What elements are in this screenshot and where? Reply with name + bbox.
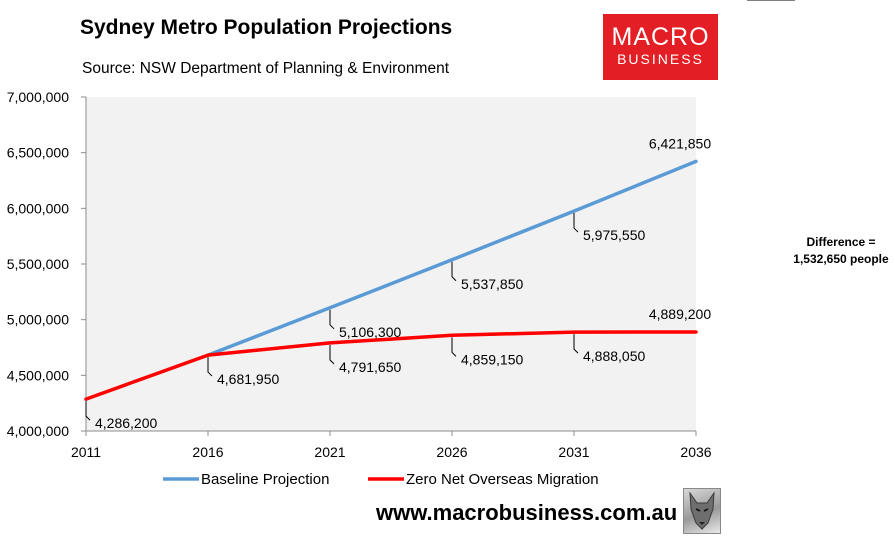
wolf-icon — [683, 488, 721, 534]
axes: 4,000,000 4,500,000 5,000,000 5,500,000 6,00… — [7, 89, 712, 460]
y-tick-label: 6,500,000 — [7, 145, 69, 161]
y-tick-label: 4,500,000 — [7, 367, 69, 383]
leader-line — [85, 401, 91, 421]
x-tick-label: 2036 — [680, 444, 711, 460]
plot-area — [86, 97, 696, 431]
website-url[interactable]: www.macrobusiness.com.au — [376, 500, 678, 525]
leader-line — [329, 309, 335, 330]
legend-label-zero-nom: Zero Net Overseas Migration — [406, 471, 599, 488]
data-label: 4,859,150 — [461, 351, 523, 367]
data-label: 4,681,950 — [217, 371, 279, 387]
leader-line — [573, 213, 579, 233]
leader-line — [451, 337, 457, 357]
difference-brace: Difference = 1,532,650 people — [747, 0, 889, 266]
y-tick-label: 7,000,000 — [7, 89, 69, 105]
chart-title: Sydney Metro Population Projections — [80, 16, 453, 39]
y-tick-label: 4,000,000 — [7, 423, 69, 439]
data-label: 5,537,850 — [461, 276, 523, 292]
y-tick-label: 5,000,000 — [7, 312, 69, 328]
legend: Baseline Projection Zero Net Overseas Mig… — [163, 471, 599, 488]
annotation-line-1: Difference = — [806, 235, 875, 249]
y-tick-label: 5,500,000 — [7, 256, 69, 272]
logo-line-1: MACRO — [611, 23, 710, 51]
x-tick-label: 2021 — [314, 444, 345, 460]
data-labels: 5,106,300 5,537,850 5,975,550 6,421,850 4,28… — [85, 135, 711, 431]
x-tick-label: 2011 — [71, 444, 101, 460]
data-label: 6,421,850 — [649, 135, 711, 151]
leader-line — [329, 344, 335, 365]
data-label: 4,286,200 — [95, 415, 157, 431]
data-label: 5,106,300 — [339, 324, 401, 340]
data-label: 4,791,650 — [339, 359, 401, 375]
data-label: 4,888,050 — [583, 348, 645, 364]
series-line-zero-nom — [84, 330, 698, 401]
leader-line — [451, 261, 457, 282]
legend-label-baseline: Baseline Projection — [201, 471, 329, 488]
x-tick-label: 2016 — [192, 444, 223, 460]
x-tick-label: 2026 — [436, 444, 467, 460]
series-lines — [84, 159, 698, 401]
x-tick-label: 2031 — [558, 444, 589, 460]
y-tick-label: 6,000,000 — [7, 200, 69, 216]
annotation-line-2: 1,532,650 people — [793, 252, 889, 266]
logo-line-2: BUSINESS — [617, 51, 704, 67]
leader-line — [207, 357, 213, 377]
macro-business-logo[interactable]: MACRO BUSINESS — [603, 14, 718, 80]
chart-source: Source: NSW Department of Planning & Env… — [82, 60, 450, 77]
leader-line — [573, 334, 579, 354]
data-label: 4,889,200 — [649, 306, 711, 322]
data-label: 5,975,550 — [583, 227, 645, 243]
